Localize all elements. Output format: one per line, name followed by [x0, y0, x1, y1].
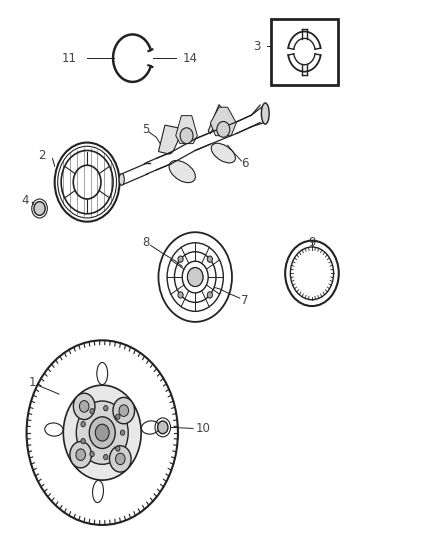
- Circle shape: [70, 441, 92, 468]
- Circle shape: [116, 414, 120, 419]
- Circle shape: [89, 417, 115, 448]
- Text: 14: 14: [182, 52, 197, 64]
- Circle shape: [207, 256, 212, 262]
- Polygon shape: [210, 107, 236, 136]
- Ellipse shape: [141, 421, 159, 434]
- Circle shape: [178, 292, 183, 298]
- Ellipse shape: [211, 143, 235, 163]
- Ellipse shape: [261, 103, 269, 124]
- Circle shape: [113, 398, 134, 424]
- Circle shape: [79, 401, 89, 412]
- Circle shape: [187, 268, 203, 287]
- Circle shape: [95, 424, 109, 441]
- Ellipse shape: [45, 423, 63, 436]
- Circle shape: [73, 393, 95, 419]
- Circle shape: [90, 451, 94, 457]
- Text: 9: 9: [308, 236, 316, 249]
- Polygon shape: [159, 125, 178, 154]
- Text: 1: 1: [28, 376, 36, 389]
- Circle shape: [178, 256, 183, 262]
- Circle shape: [180, 128, 193, 143]
- Circle shape: [76, 449, 85, 461]
- Ellipse shape: [97, 362, 108, 385]
- Text: 7: 7: [241, 294, 249, 308]
- Circle shape: [110, 446, 131, 472]
- Text: 2: 2: [39, 149, 46, 162]
- Circle shape: [116, 446, 120, 451]
- Ellipse shape: [169, 160, 195, 183]
- Text: 10: 10: [195, 423, 210, 435]
- Text: 8: 8: [142, 236, 149, 249]
- Circle shape: [217, 122, 230, 138]
- Ellipse shape: [119, 174, 124, 185]
- Circle shape: [207, 292, 212, 298]
- Circle shape: [81, 439, 85, 444]
- Bar: [271, 19, 338, 85]
- Text: 6: 6: [241, 157, 249, 170]
- Circle shape: [104, 455, 108, 459]
- Circle shape: [64, 385, 141, 480]
- Circle shape: [76, 401, 128, 464]
- Circle shape: [119, 405, 128, 416]
- Ellipse shape: [92, 480, 103, 503]
- Text: 4: 4: [21, 194, 29, 207]
- Text: 11: 11: [61, 52, 76, 64]
- Circle shape: [81, 422, 85, 427]
- Circle shape: [120, 430, 125, 435]
- Circle shape: [104, 406, 108, 411]
- Circle shape: [90, 408, 94, 414]
- Polygon shape: [208, 104, 223, 134]
- Text: 3: 3: [253, 40, 260, 53]
- Polygon shape: [176, 116, 198, 143]
- Circle shape: [116, 453, 125, 465]
- Circle shape: [34, 201, 45, 215]
- Text: 5: 5: [142, 123, 149, 136]
- Circle shape: [158, 421, 168, 434]
